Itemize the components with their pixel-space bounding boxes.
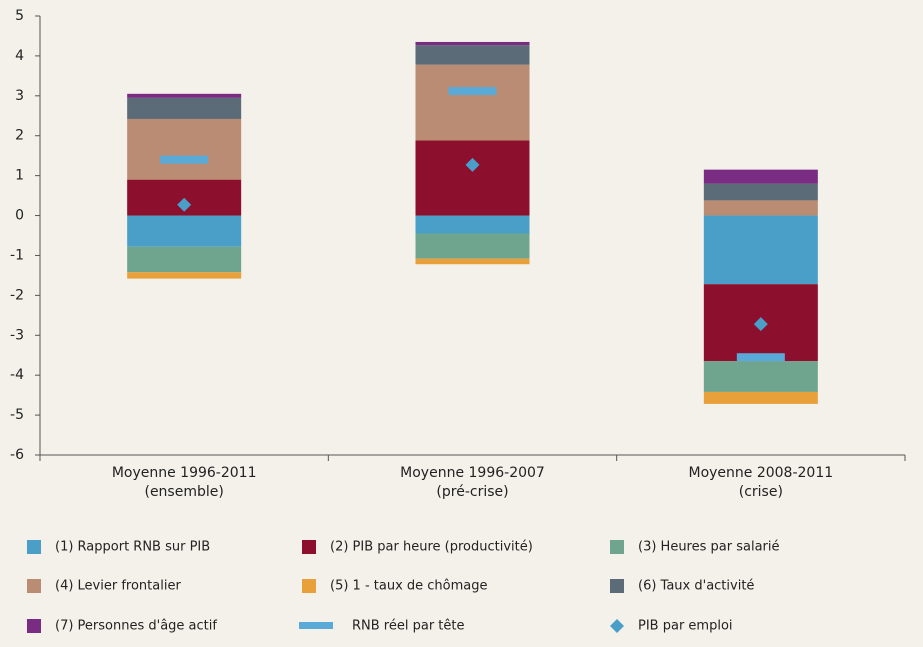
bar-segment [703, 183, 818, 201]
legend-swatch [299, 622, 333, 629]
y-tick-label: -3 [10, 327, 24, 343]
legend-swatch [610, 579, 624, 593]
y-tick-label: 4 [15, 48, 24, 64]
y-tick-label: -1 [10, 247, 24, 263]
x-tick-label: (ensemble) [144, 484, 223, 500]
bar-segment [703, 200, 818, 216]
x-tick-label: (pré-crise) [436, 484, 508, 500]
bar-segment [127, 272, 242, 279]
x-tick-label: (crise) [739, 484, 783, 500]
bar-segment [415, 45, 530, 65]
bar-segment [127, 97, 242, 119]
legend-swatch [27, 579, 41, 593]
bar-segment [703, 361, 818, 392]
y-tick-label: 0 [15, 208, 24, 224]
legend-label: (1) Rapport RNB sur PIB [55, 540, 210, 555]
bar-segment [415, 41, 530, 46]
x-tick-label: Moyenne 1996-2011 [112, 465, 257, 481]
bar-segment [127, 93, 242, 98]
legend-swatch [610, 540, 624, 554]
legend-label: (3) Heures par salarié [638, 540, 780, 555]
x-tick-label: Moyenne 1996-2007 [400, 465, 545, 481]
legend-swatch [302, 540, 316, 554]
bar-segment [703, 169, 818, 184]
legend-swatch [27, 619, 41, 633]
diamond-marker [177, 197, 192, 212]
legend-label: (2) PIB par heure (productivité) [330, 540, 533, 555]
bar-segment [415, 258, 530, 265]
dash-marker [160, 155, 209, 164]
diamond-marker [753, 317, 768, 332]
dash-marker [448, 87, 497, 96]
y-tick-label: 3 [15, 88, 24, 104]
y-tick-label: 5 [15, 8, 24, 24]
legend-label: (7) Personnes d'âge actif [55, 619, 217, 634]
y-tick-label: 2 [15, 128, 24, 144]
bar-segment [703, 215, 818, 285]
bar-segment [415, 233, 530, 259]
legend-label: (6) Taux d'activité [638, 579, 754, 594]
legend-label: RNB réel par tête [352, 619, 465, 634]
bar-segment [415, 64, 530, 141]
y-tick-label: -2 [10, 287, 24, 303]
y-tick-label: -4 [10, 367, 24, 383]
y-tick-label: -6 [10, 447, 24, 463]
legend-label: (5) 1 - taux de chômage [330, 579, 488, 594]
bar-segment [127, 215, 242, 247]
bar-segment [127, 118, 242, 180]
legend-swatch [610, 619, 624, 633]
x-tick-label: Moyenne 2008-2011 [688, 465, 833, 481]
legend-swatch [27, 540, 41, 554]
bar-segment [127, 246, 242, 273]
legend-label: (4) Levier frontalier [55, 579, 181, 594]
bar-segment [415, 215, 530, 234]
legend-label: PIB par emploi [638, 619, 733, 634]
dash-marker [736, 353, 785, 362]
y-tick-label: -5 [10, 407, 24, 423]
diamond-marker [465, 157, 480, 172]
bar-segment [703, 391, 818, 404]
bar-segment [415, 140, 530, 216]
legend-swatch [302, 579, 316, 593]
y-tick-label: 1 [15, 168, 24, 184]
